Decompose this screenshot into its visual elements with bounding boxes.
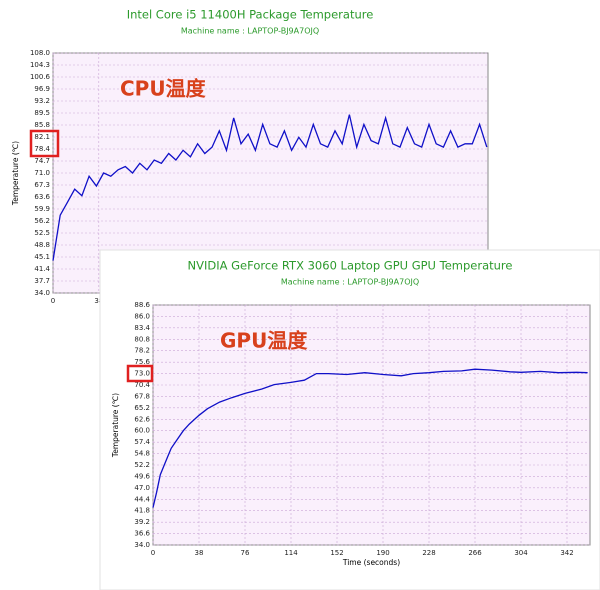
y-tick-label: 60.0 bbox=[134, 427, 150, 435]
chart-subtitle: Machine name : LAPTOP-BJ9A7OJQ bbox=[181, 27, 319, 36]
x-tick-label: 38 bbox=[94, 297, 103, 305]
y-tick-label: 88.6 bbox=[134, 301, 150, 309]
y-tick-label: 70.4 bbox=[134, 381, 150, 389]
y-tick-label: 37.7 bbox=[34, 277, 50, 285]
y-tick-label: 48.8 bbox=[34, 241, 50, 249]
data-line bbox=[152, 368, 588, 508]
chart-title: NVIDIA GeForce RTX 3060 Laptop GPU GPU T… bbox=[188, 259, 513, 273]
y-tick-label: 34.0 bbox=[134, 541, 150, 549]
y-tick-label: 41.8 bbox=[134, 507, 150, 515]
y-tick-label: 108.0 bbox=[30, 49, 50, 57]
y-tick-label: 34.0 bbox=[34, 289, 50, 297]
y-tick-label: 65.2 bbox=[134, 404, 150, 412]
y-tick-label: 63.6 bbox=[34, 193, 50, 201]
y-tick-label: 93.2 bbox=[34, 97, 50, 105]
x-tick-label: 38 bbox=[195, 549, 204, 557]
y-tick-label: 62.6 bbox=[134, 415, 150, 423]
y-axis-label: Temperature (℃) bbox=[111, 393, 120, 458]
plot-area bbox=[152, 304, 591, 546]
y-tick-label: 56.2 bbox=[34, 217, 50, 225]
x-tick-label: 190 bbox=[376, 549, 389, 557]
y-tick-label: 80.8 bbox=[134, 335, 150, 343]
y-tick-label: 86.0 bbox=[134, 312, 150, 320]
y-tick-label: 54.8 bbox=[134, 450, 150, 458]
highlight-box bbox=[126, 364, 154, 383]
y-tick-label: 39.2 bbox=[134, 518, 150, 526]
x-tick-label: 114 bbox=[284, 549, 298, 557]
y-tick-label: 85.8 bbox=[34, 121, 50, 129]
y-axis-label: Temperature (℃) bbox=[11, 141, 20, 206]
y-tick-label: 67.3 bbox=[34, 181, 50, 189]
y-tick-label: 57.4 bbox=[134, 438, 150, 446]
y-tick-label: 75.6 bbox=[134, 358, 150, 366]
x-tick-label: 266 bbox=[468, 549, 482, 557]
x-tick-label: 0 bbox=[51, 297, 55, 305]
y-tick-label: 41.4 bbox=[34, 265, 50, 273]
y-tick-label: 104.3 bbox=[30, 61, 50, 69]
x-tick-label: 76 bbox=[241, 549, 250, 557]
y-tick-label: 36.6 bbox=[134, 530, 150, 538]
chart-title: Intel Core i5 11400H Package Temperature bbox=[127, 8, 374, 22]
x-tick-label: 228 bbox=[422, 549, 435, 557]
y-tick-label: 96.9 bbox=[34, 85, 50, 93]
y-tick-label: 44.4 bbox=[134, 495, 150, 503]
x-tick-label: 0 bbox=[151, 549, 155, 557]
y-tick-label: 74.7 bbox=[34, 157, 50, 165]
annotation: GPU温度 bbox=[220, 329, 308, 353]
y-tick-label: 100.6 bbox=[30, 73, 51, 81]
y-tick-label: 78.4 bbox=[34, 145, 50, 153]
y-tick-label: 71.0 bbox=[34, 169, 50, 177]
y-tick-label: 52.5 bbox=[34, 229, 50, 237]
y-tick-label: 52.2 bbox=[134, 461, 150, 469]
y-tick-label: 78.2 bbox=[134, 347, 150, 355]
annotation: CPU温度 bbox=[120, 77, 207, 101]
chart-subtitle: Machine name : LAPTOP-BJ9A7OJQ bbox=[281, 278, 419, 287]
y-tick-label: 73.0 bbox=[134, 370, 150, 378]
x-tick-label: 152 bbox=[330, 549, 343, 557]
y-tick-label: 83.4 bbox=[134, 324, 150, 332]
gpu-chart: NVIDIA GeForce RTX 3060 Laptop GPU GPU T… bbox=[111, 259, 591, 567]
x-axis-label: Time (seconds) bbox=[342, 558, 400, 567]
y-tick-label: 47.0 bbox=[134, 484, 150, 492]
y-tick-label: 59.9 bbox=[34, 205, 50, 213]
y-tick-label: 67.8 bbox=[134, 392, 150, 400]
x-tick-label: 342 bbox=[560, 549, 573, 557]
y-tick-label: 89.5 bbox=[34, 109, 50, 117]
y-tick-label: 45.1 bbox=[34, 253, 50, 261]
highlight-box bbox=[29, 129, 60, 158]
x-tick-label: 304 bbox=[514, 549, 528, 557]
y-tick-label: 82.1 bbox=[34, 133, 50, 141]
y-tick-label: 49.6 bbox=[134, 472, 150, 480]
data-line bbox=[52, 114, 488, 261]
